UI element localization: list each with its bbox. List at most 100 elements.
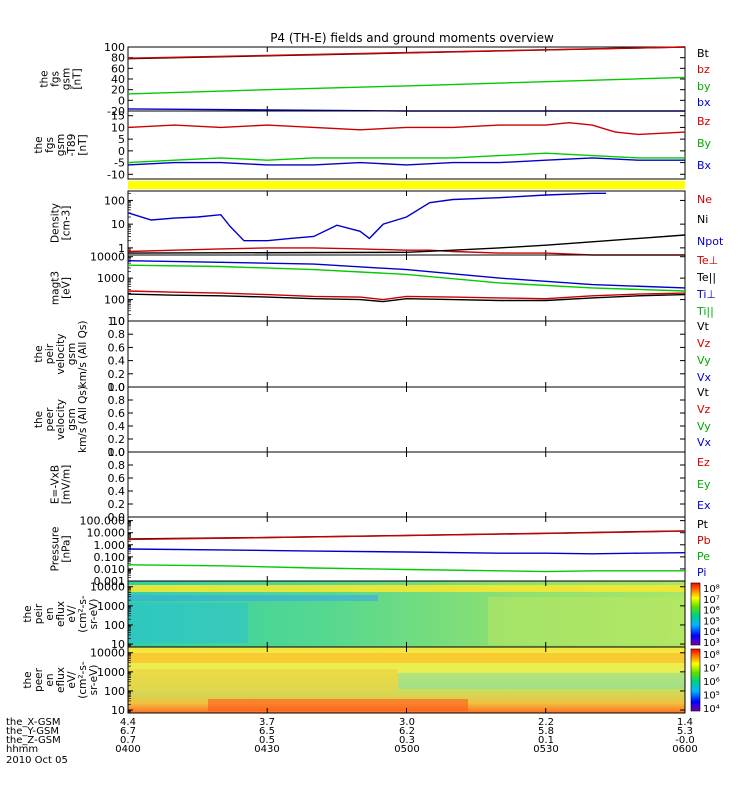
y-axis-label: the [39, 70, 51, 87]
spectrogram-band [128, 653, 685, 663]
panel-frame [127, 451, 686, 518]
colorbar-label: 10⁸ [703, 584, 720, 595]
series-Te⊥ [127, 290, 686, 301]
spectrogram-band [398, 673, 685, 689]
y-axis-label: eV/ [66, 605, 78, 623]
y-axis-label: gsm [55, 134, 67, 156]
y-tick-label: 10 [111, 638, 125, 651]
y-tick-label: -10 [107, 168, 125, 181]
y-axis-label: [eV] [61, 277, 73, 299]
y-axis-label: km/s (All Qs) [77, 321, 89, 388]
y-tick-label: 10000 [90, 647, 125, 660]
panel-density: 100 10 1 Density [cm-3] [50, 190, 686, 256]
y-tick-label: 10.000 [87, 527, 126, 540]
y-axis-label: [nPa] [61, 535, 73, 562]
date-label: 2010 Oct 05 [6, 755, 68, 766]
legend-entry: Vz [697, 337, 711, 350]
orbit-row-the_Z-GSM: the_Z-GSM 0.7 0.5 0.3 0.1 -0.0 [6, 735, 695, 746]
y-tick-label: 0.0 [108, 446, 126, 459]
legend-entry: by [697, 80, 711, 93]
y-tick-label: 10000 [90, 581, 125, 594]
y-axis-label: [mV/m] [61, 465, 73, 504]
orbit-value: 6.7 [120, 726, 136, 737]
series-By [127, 152, 685, 164]
y-tick-label: -5 [114, 157, 125, 170]
y-tick-label: 20 [111, 84, 125, 97]
legend-entry: bz [697, 63, 710, 76]
y-tick-label: 0.8 [108, 394, 126, 407]
colorbar-label: 10⁷ [703, 664, 720, 675]
y-axis-label: Pressure [50, 527, 62, 572]
panel-frame [127, 190, 686, 256]
series-Pb [127, 530, 686, 541]
y-tick-label: 100 [104, 685, 125, 698]
colorbar-label: 10⁸ [703, 650, 720, 661]
series-Te|| [127, 293, 686, 303]
y-tick-label: 0.100 [94, 551, 126, 564]
y-axis-label: the [22, 605, 34, 622]
y-tick-label: 0.001 [94, 575, 126, 588]
orbit-value: 4.4 [120, 717, 136, 728]
colorbar-label: 10³ [703, 638, 720, 649]
legend-entry: Vx [697, 436, 712, 449]
panel-frame [127, 110, 686, 180]
y-axis-label: velocity [55, 399, 67, 440]
colorbar-label: 10⁷ [703, 595, 720, 606]
legend-entry: Ey [697, 478, 711, 491]
legend-entry: Pb [697, 534, 711, 547]
y-axis-label: sr-eV) [88, 665, 100, 696]
panel-efield: 1.00.80.60.40.20.0E=-VxB [mV/m] [50, 446, 686, 524]
orbit-row-label: hhmm [6, 744, 38, 755]
y-tick-label: 0.0 [108, 511, 126, 524]
orbit-value: -0.0 [675, 735, 695, 746]
y-tick-label: 100 [104, 41, 125, 54]
orbit-value: 0500 [394, 744, 419, 755]
y-axis-label: peer [33, 667, 45, 692]
y-axis-label: en [44, 673, 56, 686]
orbit-row-hhmm: hhmm 0400 0430 0500 0530 0600 [6, 744, 698, 755]
y-axis-label: gsm [66, 343, 78, 365]
y-tick-label: 1.0 [108, 381, 126, 394]
colorbar-label: 10⁶ [703, 606, 720, 617]
y-axis-label: eflux [55, 667, 67, 693]
y-axis-label: eV/ [66, 671, 78, 689]
legend-entry: Vz [697, 403, 711, 416]
orbit-value: 1.4 [677, 717, 693, 728]
y-tick-label: 60 [111, 62, 125, 75]
colorbar-scale [690, 648, 701, 712]
y-axis-label: magt3 [50, 271, 62, 305]
colorbar-scale [690, 582, 701, 646]
y-tick-label: 1.0 [108, 446, 126, 459]
legend-entry: Bt [697, 47, 710, 60]
panel-peer-eflux: 10⁸ 10⁷ 10⁶ 10⁵ 10⁴ 10000 1000 100 10 the peer en ef… [22, 646, 720, 717]
legend-entry: Bz [697, 115, 711, 128]
quality-flag-bar [128, 181, 685, 189]
y-axis-label: the [33, 411, 45, 428]
y-tick-label: 0.010 [94, 563, 126, 576]
orbit-value: 5.3 [677, 726, 693, 737]
legend-density: Ne Ni Npot [697, 193, 724, 248]
orbit-value: 3.0 [399, 717, 415, 728]
y-tick-label: 0.8 [108, 459, 126, 472]
y-tick-label: 1000 [97, 600, 125, 613]
y-tick-label: 10000 [90, 251, 125, 264]
legend-entry: Vy [697, 354, 711, 367]
y-tick-label: 1 [118, 242, 125, 255]
legend-entry: Ne [697, 193, 712, 206]
orbit-labels: the_X-GSM 4.4 3.7 3.0 2.2 1.4 the_Y-GSM 6.7 6.5 6… [6, 717, 698, 766]
y-axis-label: fgs [50, 71, 62, 87]
orbit-row-label: the_X-GSM [6, 717, 60, 728]
orbit-value: 3.7 [259, 717, 275, 728]
y-axis-label: en [44, 607, 56, 620]
colorbar-label: 10⁴ [703, 627, 720, 638]
y-axis-label: gsm [66, 408, 78, 430]
legend-peir-velocity: Vt Vz Vy Vx [697, 320, 712, 384]
spectrogram-band [128, 595, 378, 601]
y-tick-label: 100 [104, 194, 125, 207]
orbit-value: 0.1 [538, 735, 554, 746]
y-tick-label: 0.6 [108, 341, 126, 354]
